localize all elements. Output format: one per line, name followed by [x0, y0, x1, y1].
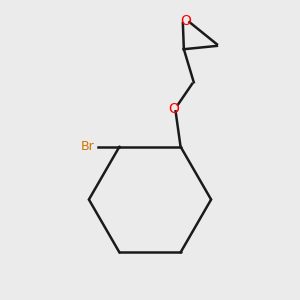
Text: O: O	[169, 102, 179, 116]
Text: O: O	[180, 14, 191, 28]
Text: Br: Br	[81, 140, 95, 153]
